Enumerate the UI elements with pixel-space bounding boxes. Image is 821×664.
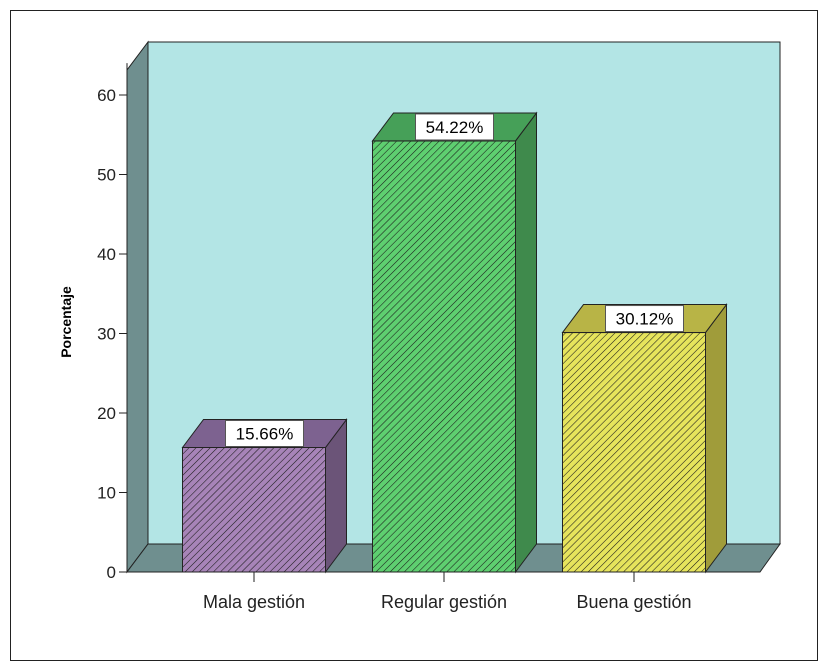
bar-side: [705, 303, 727, 574]
side-wall: [126, 40, 149, 574]
y-tick-label: 60: [97, 86, 116, 105]
x-category-label: Mala gestión: [203, 592, 305, 612]
y-tick-label: 10: [97, 484, 116, 503]
data-label-box: [415, 113, 494, 141]
bar: 15.66%: [181, 418, 348, 574]
data-label: 54.22%: [415, 113, 494, 141]
y-tick-label: 30: [97, 325, 116, 344]
data-label-text: 54.22%: [426, 118, 484, 137]
bars: 15.66% 54.22% 30.12%: [181, 111, 728, 574]
bar-side: [515, 111, 537, 574]
bar: 30.12%: [561, 303, 728, 574]
y-axis-title: Porcentaje: [58, 286, 74, 358]
bar: 54.22%: [371, 111, 538, 574]
x-axis-labels: Mala gestión Regular gestión Buena gestión: [203, 572, 692, 612]
data-label: 30.12%: [605, 305, 684, 333]
data-label-text: 30.12%: [616, 310, 674, 329]
data-label: 15.66%: [225, 420, 304, 448]
x-category-label: Buena gestión: [576, 592, 691, 612]
y-tick-label: 20: [97, 404, 116, 423]
y-tick-label: 50: [97, 166, 116, 185]
data-label-box: [225, 420, 304, 448]
x-category-label: Regular gestión: [381, 592, 507, 612]
bar-hatch: [562, 332, 706, 573]
y-tick-label: 40: [97, 245, 116, 264]
y-tick-label: 0: [107, 563, 116, 582]
data-label-text: 15.66%: [236, 425, 294, 444]
bar-hatch: [182, 447, 326, 573]
bar-hatch: [372, 140, 516, 573]
data-label-box: [605, 305, 684, 333]
